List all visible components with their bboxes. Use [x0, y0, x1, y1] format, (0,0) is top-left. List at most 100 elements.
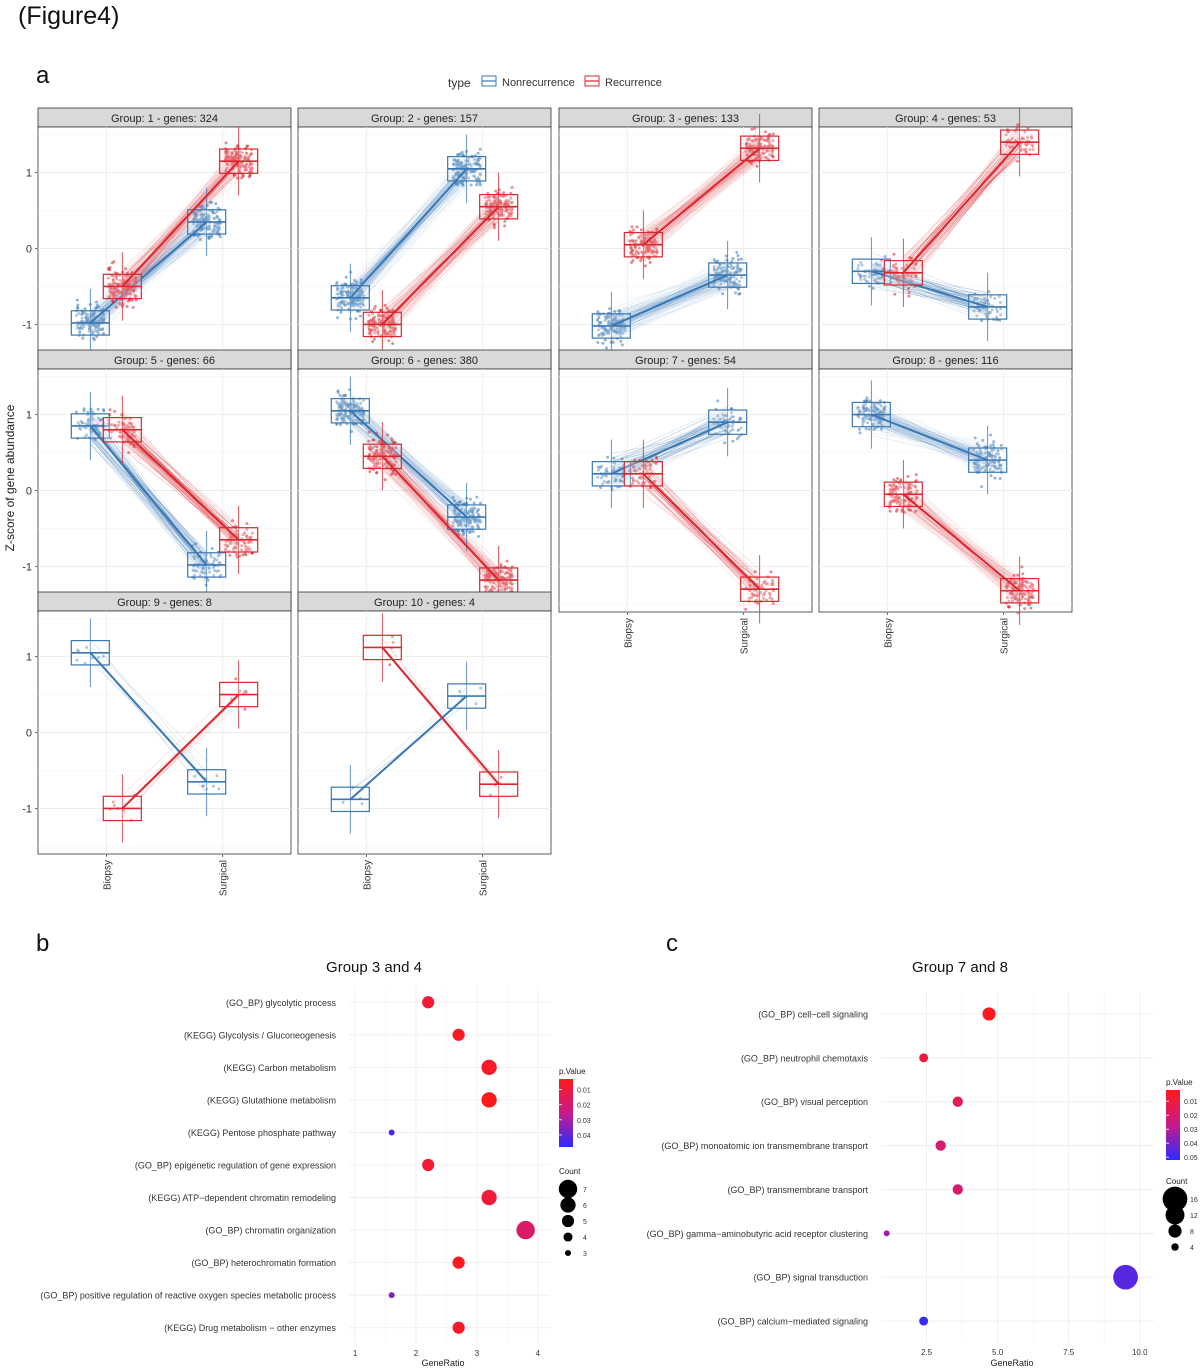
gene-point — [502, 191, 506, 195]
gene-trajectory-line — [90, 223, 207, 327]
gene-trajectory-line — [122, 164, 239, 278]
gene-trajectory-line — [122, 161, 239, 269]
gene-point — [344, 393, 348, 397]
gene-point — [475, 495, 479, 499]
gene-trajectory-line — [382, 199, 499, 328]
gene-point — [456, 152, 460, 156]
gene-point — [211, 230, 215, 234]
gene-trajectory-line — [122, 165, 239, 278]
gene-trajectory-line — [350, 158, 467, 298]
gene-trajectory-line — [382, 216, 499, 329]
gene-point — [479, 501, 483, 505]
gene-point — [620, 457, 624, 461]
gene-point — [116, 283, 120, 287]
gene-point — [196, 209, 200, 213]
gene-point — [353, 278, 357, 282]
gene-trajectory-line — [382, 221, 499, 318]
gene-trajectory-line — [382, 210, 499, 329]
gene-point — [95, 300, 99, 304]
gene-point — [341, 394, 345, 398]
gene-point — [473, 174, 477, 178]
gene-point — [75, 306, 79, 310]
gene-point — [339, 423, 343, 427]
facet-group-1: Group: 1 - genes: 324-101 — [22, 107, 292, 371]
facet-group-5: Group: 5 - genes: 66-101 — [22, 349, 292, 613]
gene-point — [603, 338, 607, 342]
gene-point — [114, 290, 118, 294]
gene-point — [250, 166, 254, 170]
gene-trajectory-line — [382, 204, 499, 314]
gene-trajectory-line — [90, 227, 207, 324]
gene-trajectory-line — [382, 214, 499, 330]
gene-point — [102, 316, 106, 320]
gene-point — [82, 325, 86, 329]
gene-trajectory-line — [382, 204, 499, 311]
facet-title: Group: 3 - genes: 133 — [632, 113, 739, 125]
gene-point — [355, 280, 359, 284]
gene-point — [336, 389, 340, 393]
gene-point — [76, 303, 80, 307]
gene-trajectory-line — [382, 219, 499, 329]
gene-trajectory-line — [382, 206, 499, 311]
gene-point — [133, 287, 137, 291]
gene-trajectory-line — [90, 238, 207, 317]
gene-point — [339, 310, 343, 314]
gene-point — [1016, 123, 1020, 127]
gene-point — [351, 290, 355, 294]
gene-point — [632, 228, 636, 232]
gene-point — [235, 144, 239, 148]
gene-trajectory-line — [122, 155, 239, 284]
gene-point — [126, 282, 130, 286]
gene-point — [108, 282, 112, 286]
gene-trajectory-line — [90, 219, 207, 321]
gene-point — [648, 261, 652, 265]
gene-point — [196, 222, 200, 226]
gene-trajectory-line — [350, 164, 467, 295]
gene-trajectory-line — [350, 172, 467, 305]
gene-point — [118, 302, 122, 306]
gene-point — [608, 307, 612, 311]
gene-point — [235, 555, 239, 559]
gene-point — [612, 456, 616, 460]
gene-trajectory-line — [122, 158, 239, 278]
gene-trajectory-line — [382, 204, 499, 319]
gene-trajectory-line — [122, 159, 239, 285]
gene-trajectory-line — [122, 164, 239, 292]
gene-point — [478, 173, 482, 177]
gene-point — [225, 166, 229, 170]
gene-trajectory-line — [122, 170, 239, 283]
gene-point — [92, 338, 96, 342]
gene-trajectory-line — [350, 173, 467, 301]
gene-point — [503, 224, 507, 228]
gene-point — [110, 274, 114, 278]
gene-point — [345, 291, 349, 295]
gene-trajectory-line — [122, 171, 239, 273]
gene-point — [883, 255, 887, 259]
gene-point — [383, 303, 387, 307]
gene-point — [391, 341, 395, 345]
gene-trajectory-line — [382, 201, 499, 322]
gene-trajectory-line — [350, 161, 467, 295]
gene-point — [97, 305, 101, 309]
gene-trajectory-line — [90, 218, 207, 317]
gene-trajectory-line — [122, 154, 239, 280]
gene-point — [96, 407, 100, 411]
gene-point — [494, 189, 498, 193]
gene-trajectory-line — [122, 166, 239, 294]
y-tick-label: -1 — [22, 319, 32, 331]
gene-point — [101, 408, 105, 412]
gene-point — [107, 267, 111, 271]
gene-trajectory-line — [350, 162, 467, 297]
gene-point — [108, 413, 112, 417]
gene-point — [478, 147, 482, 151]
gene-point — [129, 442, 133, 446]
gene-point — [721, 292, 725, 296]
y-tick-label: 0 — [26, 486, 32, 498]
gene-point — [89, 407, 93, 411]
gene-point — [737, 435, 741, 439]
legend-title: type — [448, 76, 471, 90]
gene-point — [113, 287, 117, 291]
gene-trajectory-line — [382, 216, 499, 328]
gene-trajectory-line — [350, 163, 467, 295]
gene-trajectory-line — [90, 220, 207, 319]
